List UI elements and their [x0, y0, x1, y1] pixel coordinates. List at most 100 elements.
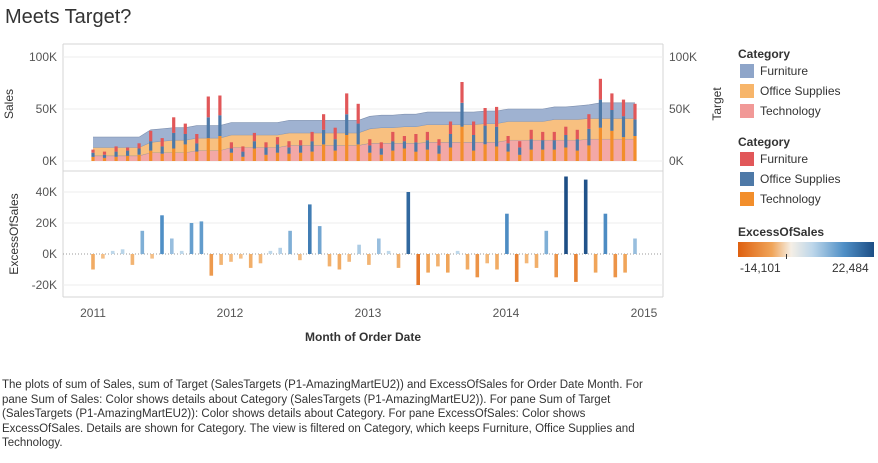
target-tick-label: 0K — [669, 154, 684, 168]
sales-bar-technology — [437, 153, 441, 161]
sales-bar-office-supplies — [460, 102, 464, 127]
excess-bar — [574, 254, 578, 282]
excess-color-ramp[interactable] — [738, 242, 874, 257]
x-tick-label: 2011 — [80, 306, 106, 320]
excess-tick-label: 0K — [42, 247, 57, 261]
chart-caption: The plots of sum of Sales, sum of Target… — [2, 379, 643, 449]
sales-bar-office-supplies — [621, 116, 626, 138]
legend-label: Technology — [760, 104, 821, 118]
sales-bar-furniture — [218, 95, 222, 116]
sales-bar-technology — [160, 153, 164, 161]
excess-bar — [475, 254, 480, 278]
excess-bar — [209, 254, 214, 276]
sales-bar-furniture — [425, 131, 429, 141]
excess-bar — [426, 254, 430, 273]
sales-bar-technology — [241, 156, 245, 161]
sales-bar-office-supplies — [195, 143, 199, 152]
legend-label: Furniture — [760, 64, 809, 78]
sales-bar-furniture — [529, 129, 533, 140]
sales-bar-office-supplies — [264, 147, 268, 155]
legend-item-sales-office-supplies[interactable]: Office Supplies — [740, 172, 841, 186]
excess-bar — [524, 254, 529, 264]
sales-bar-technology — [425, 149, 429, 161]
legend-title-target: Category — [738, 47, 791, 61]
sales-bar-furniture — [541, 131, 545, 141]
legend-label: Furniture — [760, 152, 809, 166]
sales-bar-office-supplies — [368, 145, 372, 153]
sales-bar-furniture — [252, 132, 256, 142]
excess-bar — [564, 176, 568, 254]
sales-bar-technology — [345, 135, 349, 161]
excess-bar — [140, 230, 145, 255]
zero-marker — [786, 254, 787, 259]
sales-bar-office-supplies — [299, 145, 303, 153]
sales-bar-furniture — [483, 108, 487, 126]
sales-bar-technology — [183, 144, 187, 161]
sales-bar-technology — [206, 138, 210, 161]
sales-bar-office-supplies — [183, 134, 187, 145]
sales-bar-office-supplies — [333, 139, 337, 151]
sales-bar-office-supplies — [483, 125, 487, 145]
excess-bar — [603, 213, 608, 254]
sales-bar-furniture — [391, 131, 395, 142]
sales-bar-furniture — [414, 134, 418, 143]
sales-bar-furniture — [322, 114, 326, 130]
target-line — [93, 102, 635, 138]
sales-bar-technology — [310, 151, 314, 161]
sales-bar-technology — [564, 147, 568, 161]
sales-bar-office-supplies — [149, 141, 153, 151]
legend-swatch — [740, 104, 754, 118]
sales-bar-furniture — [160, 138, 164, 147]
sales-bar-furniture — [518, 141, 522, 148]
excess-bar — [367, 254, 371, 265]
legend-item-target-technology[interactable]: Technology — [740, 104, 821, 118]
sales-bar-office-supplies — [229, 148, 233, 153]
sales-bar-office-supplies — [518, 147, 522, 155]
excess-bar — [436, 254, 440, 267]
sales-bar-furniture — [621, 99, 626, 117]
sales-bar-technology — [368, 152, 372, 161]
sales-bar-furniture — [299, 140, 303, 146]
legend-item-sales-technology[interactable]: Technology — [740, 192, 821, 206]
excess-bar — [179, 250, 184, 254]
excess-bar — [248, 254, 253, 268]
sales-bar-furniture — [448, 121, 453, 134]
legend-item-target-office-supplies[interactable]: Office Supplies — [740, 84, 841, 98]
excess-tick-label: -20K — [32, 278, 57, 292]
sales-bar-technology — [414, 151, 418, 161]
sales-bar-office-supplies — [172, 132, 176, 149]
sales-bar-technology — [575, 150, 579, 161]
sales-bar-office-supplies — [506, 143, 510, 152]
sales-bar-technology — [610, 130, 614, 161]
legend-item-target-furniture[interactable]: Furniture — [740, 64, 808, 78]
excess-bar — [583, 179, 588, 254]
sales-bar-furniture — [310, 131, 314, 142]
excess-bar — [258, 254, 263, 264]
sales-bar-technology — [126, 155, 130, 161]
excess-bar — [396, 254, 401, 268]
sales-bar-technology — [252, 148, 256, 161]
excess-bar — [150, 254, 154, 259]
sales-bar-office-supplies — [448, 134, 453, 148]
sales-bar-office-supplies — [633, 119, 637, 136]
sales-bar-office-supplies — [564, 135, 568, 148]
sales-bar-technology — [506, 151, 510, 161]
excess-bar — [199, 221, 204, 254]
sales-bar-furniture — [229, 142, 233, 149]
sales-bar-technology — [275, 152, 280, 161]
excess-bar — [377, 238, 381, 254]
sales-bar-office-supplies — [425, 140, 429, 150]
legend-item-sales-furniture[interactable]: Furniture — [740, 152, 808, 166]
sales-bar-furniture — [598, 78, 602, 100]
sales-bar-office-supplies — [610, 110, 614, 131]
x-tick-label: 2014 — [493, 306, 520, 320]
sales-bar-office-supplies — [414, 142, 418, 152]
sales-bar-office-supplies — [541, 140, 545, 150]
sales-bar-furniture — [195, 134, 199, 144]
sales-bar-furniture — [114, 146, 118, 152]
sales-bar-office-supplies — [252, 141, 256, 149]
sales-bar-technology — [114, 156, 118, 161]
sales-bar-office-supplies — [437, 145, 441, 154]
excess-bar — [219, 254, 223, 265]
target-tick-label: 100K — [669, 50, 697, 64]
